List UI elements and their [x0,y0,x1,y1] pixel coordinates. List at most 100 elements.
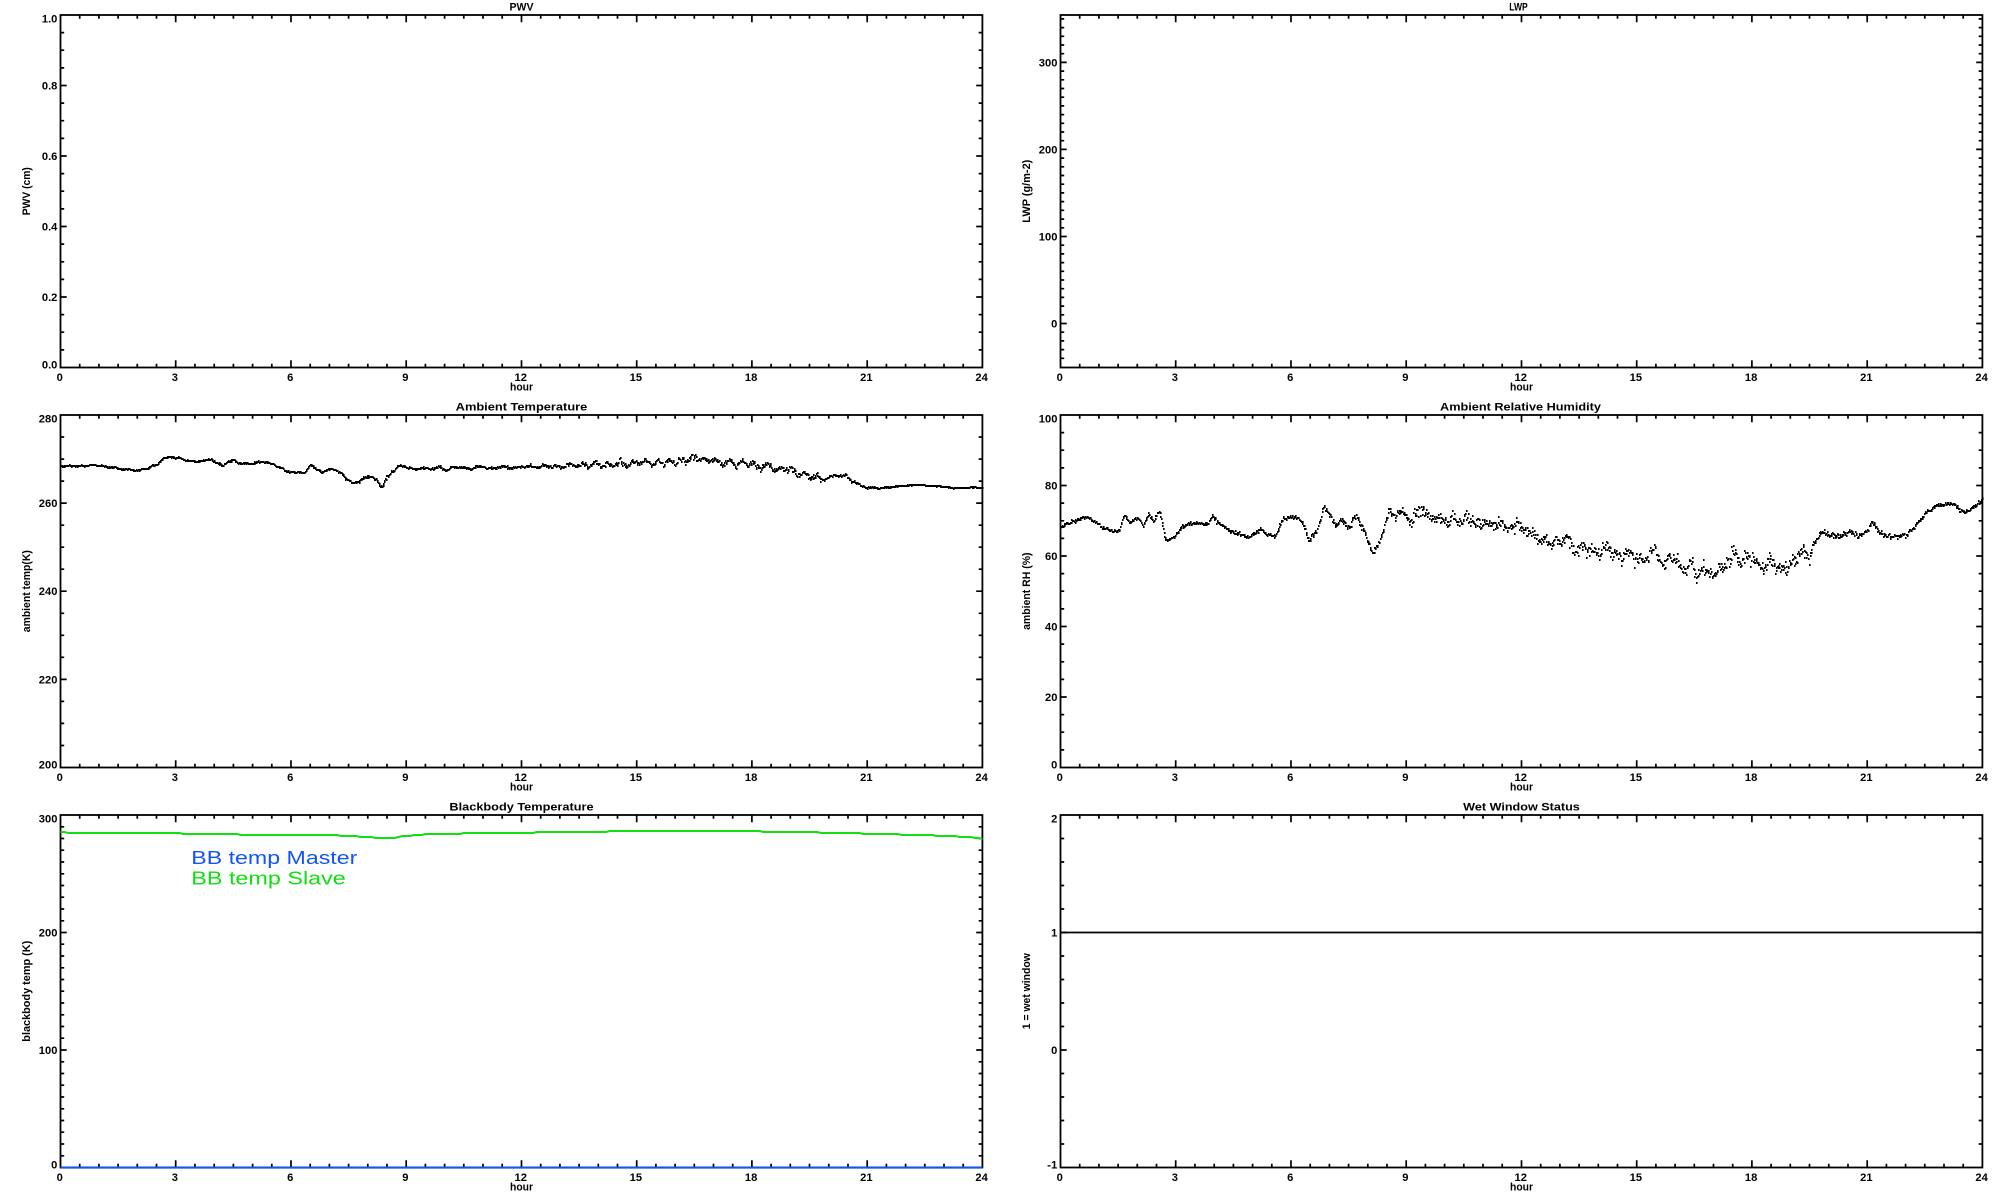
svg-text:15: 15 [1630,372,1642,384]
svg-text:0.0: 0.0 [42,360,58,372]
svg-text:220: 220 [39,674,58,686]
svg-text:24: 24 [975,372,988,384]
svg-text:9: 9 [402,772,408,784]
svg-text:Ambient Temperature: Ambient Temperature [456,402,588,414]
svg-text:15: 15 [630,1172,642,1184]
svg-text:300: 300 [1039,57,1058,69]
svg-text:hour: hour [510,1182,534,1194]
svg-text:15: 15 [630,372,642,384]
svg-text:21: 21 [860,1172,872,1184]
svg-text:21: 21 [1860,1172,1872,1184]
svg-text:18: 18 [745,772,757,784]
svg-text:9: 9 [1402,772,1408,784]
svg-text:ambient temp(K): ambient temp(K) [21,550,33,632]
svg-text:3: 3 [172,372,178,384]
svg-text:hour: hour [1510,382,1534,394]
svg-text:1: 1 [1051,928,1057,940]
svg-text:6: 6 [1287,772,1293,784]
svg-text:60: 60 [1045,551,1057,563]
svg-text:9: 9 [1402,372,1408,384]
svg-text:3: 3 [172,772,178,784]
svg-text:18: 18 [1745,772,1757,784]
svg-text:0.6: 0.6 [42,151,58,163]
svg-text:200: 200 [39,928,58,940]
svg-text:280: 280 [39,413,58,425]
svg-text:hour: hour [510,782,534,794]
svg-text:15: 15 [1630,1172,1642,1184]
svg-text:24: 24 [1975,372,1988,384]
svg-text:9: 9 [402,372,408,384]
svg-text:24: 24 [975,1172,988,1184]
svg-text:0: 0 [57,1172,63,1184]
svg-text:18: 18 [1745,1172,1757,1184]
svg-text:0: 0 [1051,319,1057,331]
svg-text:Wet Window Status: Wet Window Status [1463,802,1580,814]
svg-text:1 = wet window: 1 = wet window [1021,953,1033,1029]
svg-text:12: 12 [515,1172,527,1184]
svg-text:200: 200 [1039,144,1058,156]
svg-text:0: 0 [1057,772,1063,784]
svg-text:21: 21 [860,372,872,384]
svg-text:LWP (g/m-2): LWP (g/m-2) [1021,159,1033,222]
svg-text:2: 2 [1051,813,1057,825]
svg-text:1.0: 1.0 [42,13,58,25]
svg-text:18: 18 [745,1172,757,1184]
svg-text:24: 24 [1975,772,1988,784]
svg-text:ambient RH (%): ambient RH (%) [1021,552,1033,630]
svg-text:12: 12 [1515,372,1527,384]
svg-text:0: 0 [57,772,63,784]
svg-text:9: 9 [402,1172,408,1184]
svg-text:PWV (cm): PWV (cm) [21,167,33,215]
svg-text:3: 3 [1172,1172,1178,1184]
svg-text:260: 260 [39,498,58,510]
svg-text:BB temp Master: BB temp Master [191,848,357,868]
svg-text:0: 0 [1051,1045,1057,1057]
svg-text:18: 18 [745,372,757,384]
svg-text:18: 18 [1745,372,1757,384]
svg-text:80: 80 [1045,481,1057,493]
svg-text:hour: hour [510,382,534,394]
svg-text:21: 21 [1860,772,1872,784]
svg-text:21: 21 [1860,372,1872,384]
svg-text:15: 15 [630,772,642,784]
svg-text:LWP: LWP [1509,2,1528,14]
svg-text:200: 200 [39,760,58,772]
svg-text:Ambient Relative Humidity: Ambient Relative Humidity [1440,402,1602,414]
svg-text:100: 100 [1039,413,1058,425]
svg-text:0: 0 [51,1160,57,1172]
svg-text:12: 12 [1515,1172,1527,1184]
svg-text:3: 3 [1172,372,1178,384]
svg-text:PWV: PWV [510,2,535,14]
svg-text:6: 6 [287,1172,293,1184]
svg-text:6: 6 [287,772,293,784]
svg-text:6: 6 [1287,372,1293,384]
svg-text:6: 6 [287,372,293,384]
svg-text:24: 24 [975,772,988,784]
svg-text:9: 9 [1402,1172,1408,1184]
svg-text:0.4: 0.4 [42,222,58,234]
svg-text:0.2: 0.2 [42,292,58,304]
svg-text:0: 0 [1057,1172,1063,1184]
svg-text:100: 100 [1039,232,1058,244]
svg-text:0: 0 [57,372,63,384]
svg-text:blackbody temp (K): blackbody temp (K) [21,940,33,1041]
svg-text:100: 100 [39,1045,58,1057]
svg-text:12: 12 [515,372,527,384]
svg-text:12: 12 [515,772,527,784]
svg-text:300: 300 [39,813,58,825]
svg-text:24: 24 [1975,1172,1988,1184]
svg-text:21: 21 [860,772,872,784]
svg-text:-1: -1 [1047,1160,1057,1172]
svg-text:Blackbody Temperature: Blackbody Temperature [449,802,593,814]
svg-text:6: 6 [1287,1172,1293,1184]
svg-text:12: 12 [1515,772,1527,784]
svg-text:240: 240 [39,586,58,598]
svg-text:3: 3 [172,1172,178,1184]
svg-text:20: 20 [1045,692,1057,704]
svg-text:40: 40 [1045,622,1057,634]
svg-text:15: 15 [1630,772,1642,784]
svg-text:0: 0 [1051,760,1057,772]
svg-text:hour: hour [1510,1182,1534,1194]
svg-text:hour: hour [1510,782,1534,794]
svg-text:BB temp Slave: BB temp Slave [191,868,345,888]
